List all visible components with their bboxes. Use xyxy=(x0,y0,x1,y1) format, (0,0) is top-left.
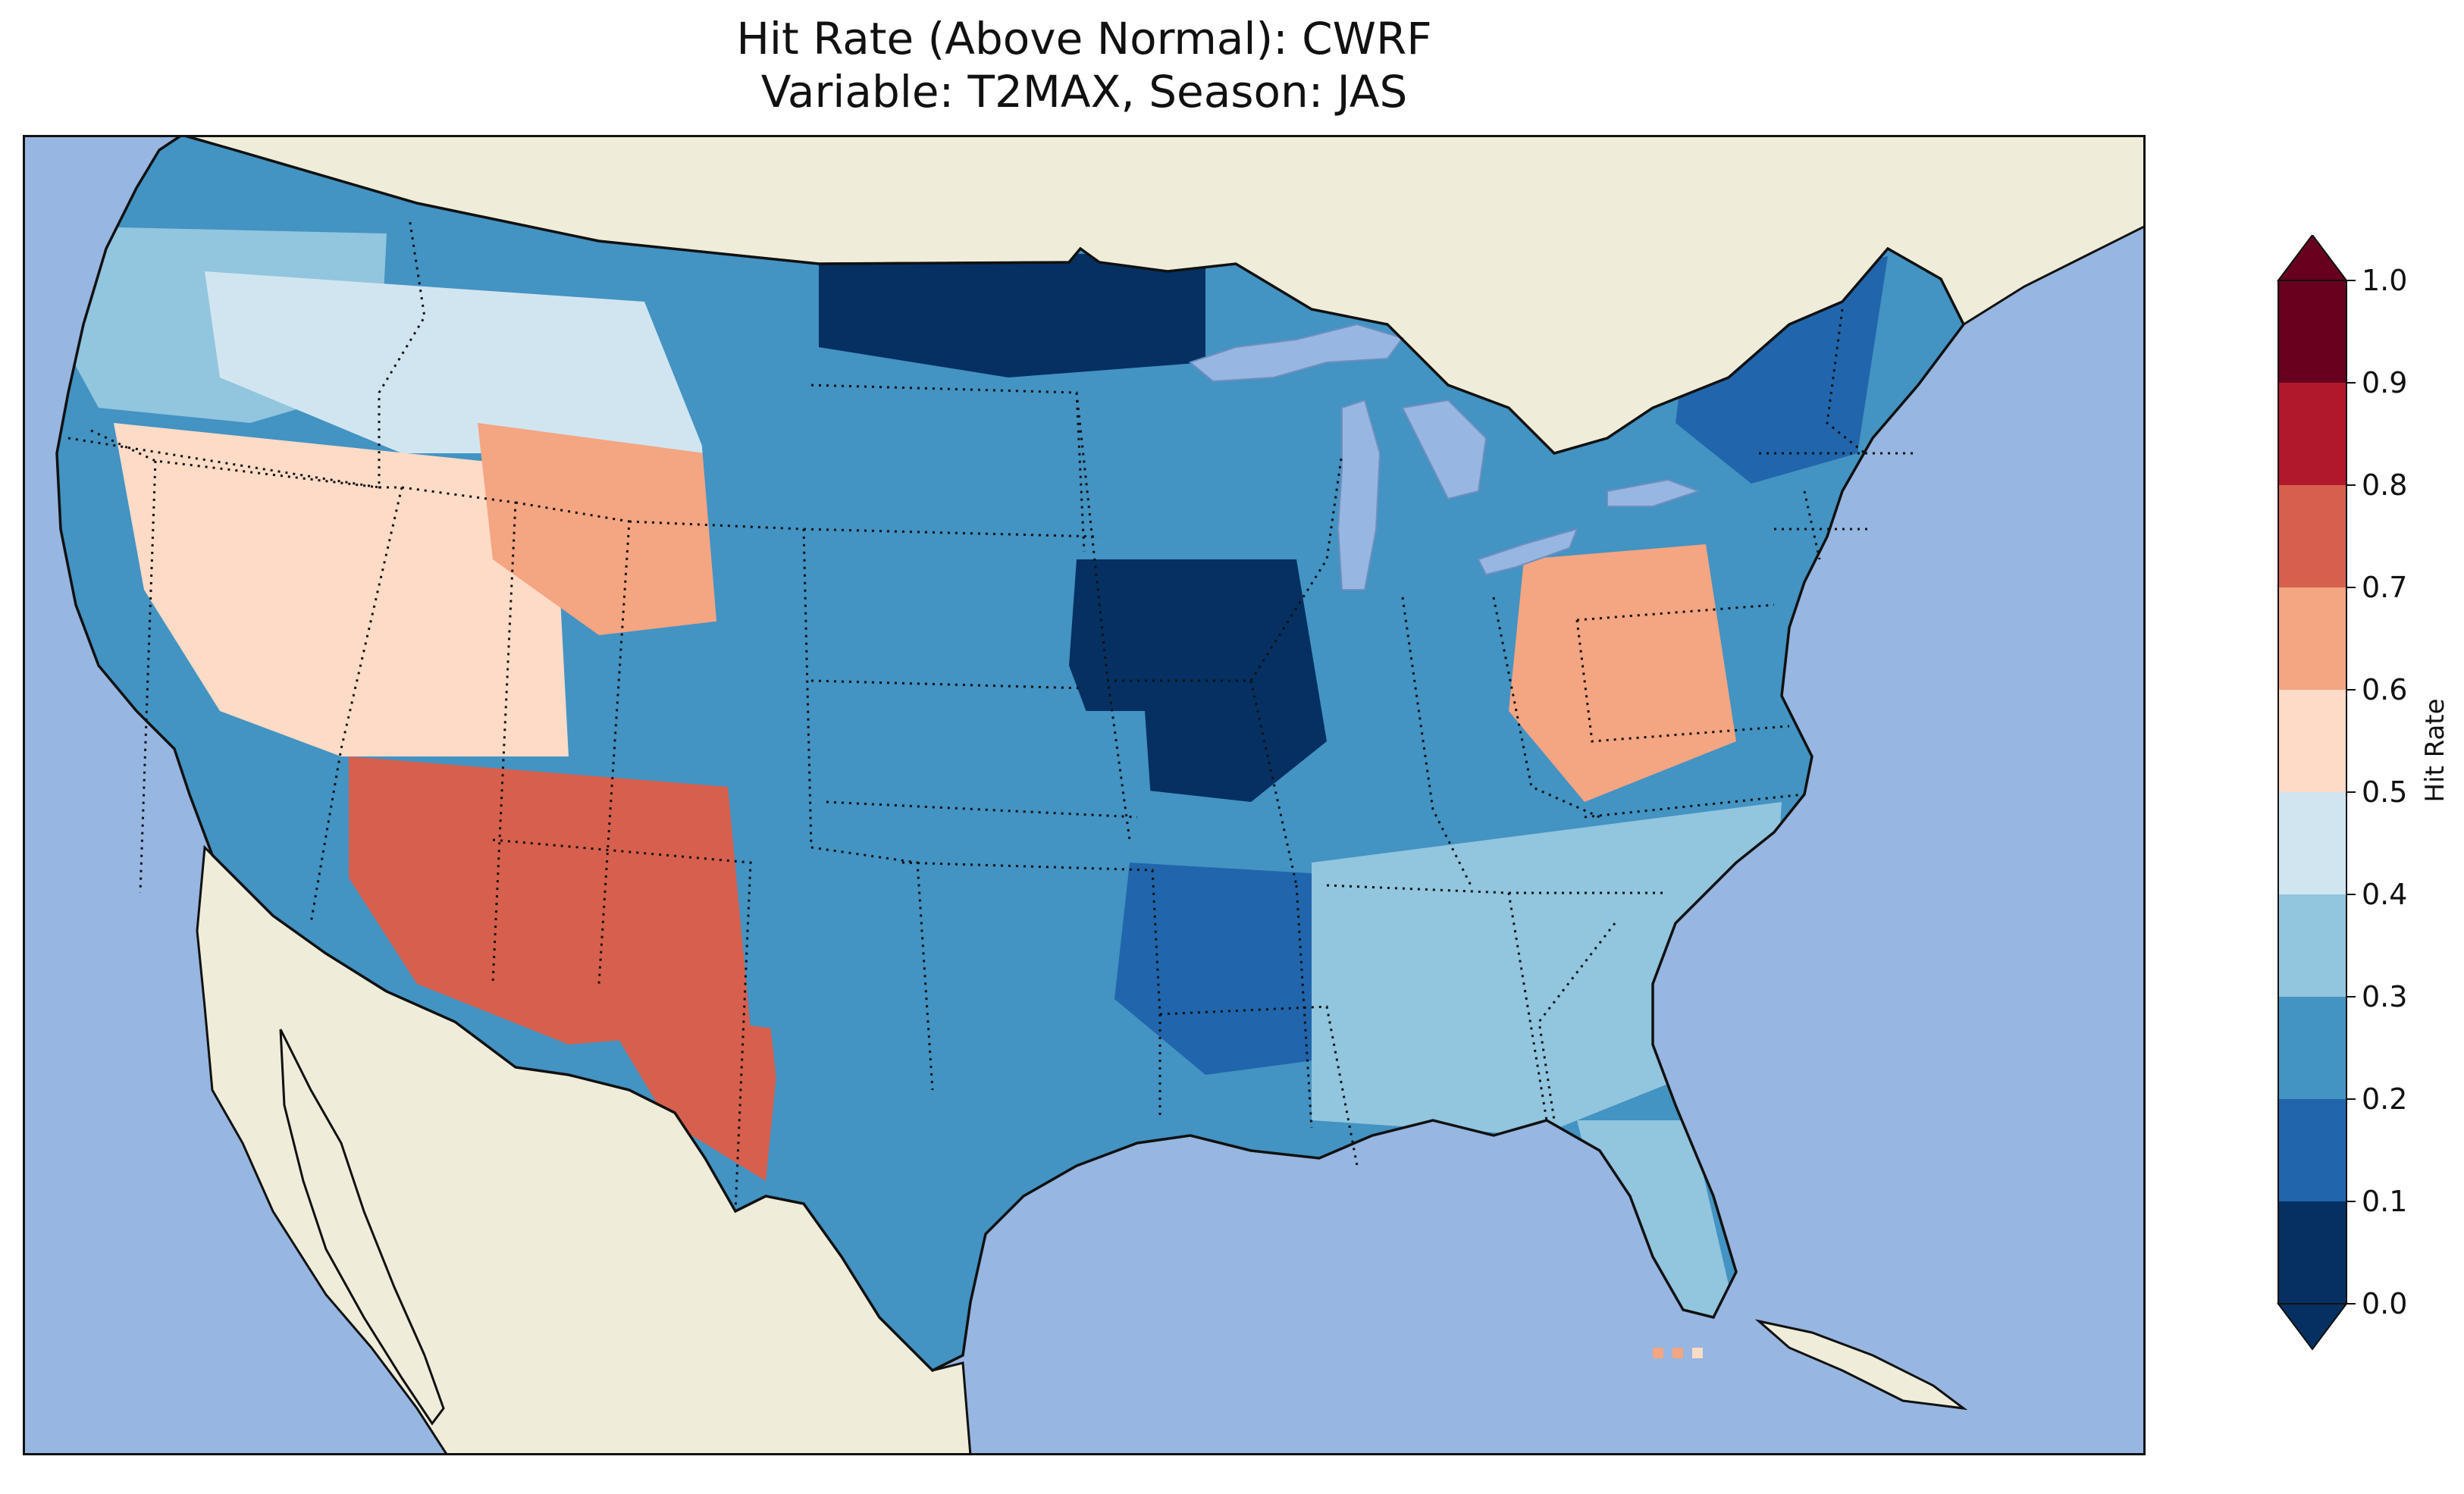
colorbar-segment xyxy=(2278,894,2346,997)
key-cell xyxy=(1653,1348,1663,1358)
chart-title-line2: Variable: T2MAX, Season: JAS xyxy=(760,66,1408,117)
florida-keys xyxy=(1653,1348,1703,1358)
region-northern-plains xyxy=(690,302,1114,681)
lake-michigan xyxy=(1337,399,1381,590)
colorbar-tick-label: 0.7 xyxy=(2362,571,2407,604)
lake-huron xyxy=(1401,399,1487,500)
lake-ontario xyxy=(1607,478,1701,507)
colorbar-svg: 0.0 0.1 0.2 0.3 0.4 0.5 0.6 0.7 0.8 0.9 1.0 Hit Ra… xyxy=(2277,233,2450,1351)
colorbar-segment xyxy=(2278,1099,2346,1201)
baja-peninsula xyxy=(279,1029,445,1426)
lake-erie xyxy=(1477,528,1578,576)
colorbar-tick-label: 0.2 xyxy=(2362,1082,2407,1116)
colorbar-segment xyxy=(2278,997,2346,1099)
key-cell xyxy=(1672,1348,1683,1358)
colorbar-segment xyxy=(2278,1201,2346,1304)
colorbar-tick-label: 0.0 xyxy=(2362,1287,2407,1320)
region-wyoming xyxy=(478,423,728,635)
key-cell xyxy=(1692,1348,1703,1358)
colorbar-segment xyxy=(2278,690,2346,792)
region-minnesota xyxy=(819,249,1205,377)
region-southern-plains xyxy=(735,711,1175,1234)
colorbar: 0.0 0.1 0.2 0.3 0.4 0.5 0.6 0.7 0.8 0.9 1.0 Hit Ra… xyxy=(2271,233,2453,1390)
map-canvas xyxy=(23,135,2146,1455)
region-southwest xyxy=(349,756,751,1045)
region-nevada-utah xyxy=(114,423,569,756)
state-borders xyxy=(67,218,1918,1212)
colorbar-tick-label: 0.8 xyxy=(2362,468,2407,502)
colorbar-segment xyxy=(2278,280,2346,383)
region-northern-rockies xyxy=(205,271,705,453)
colorbar-segment xyxy=(2278,792,2346,894)
map-panel xyxy=(23,135,2146,1455)
map-frame xyxy=(23,135,2146,1455)
colorbar-segment xyxy=(2278,383,2346,485)
lake-superior xyxy=(1188,323,1404,383)
cuba-island xyxy=(1754,1319,1968,1411)
colorbar-label: Hit Rate xyxy=(2420,698,2450,802)
colorbar-tick-label: 0.9 xyxy=(2362,366,2407,399)
colorbar-tick-label: 0.4 xyxy=(2362,878,2407,911)
colorbar-segment xyxy=(2278,587,2346,690)
colorbar-segment xyxy=(2278,485,2346,587)
colorbar-extend-min xyxy=(2277,1303,2348,1351)
chart-title-line1: Hit Rate (Above Normal): CWRF xyxy=(736,13,1432,64)
colorbar-tick-label: 1.0 xyxy=(2362,264,2407,297)
region-appalachians xyxy=(1509,544,1736,802)
colorbar-tick-label: 0.6 xyxy=(2362,673,2407,706)
colorbar-tick-label: 0.1 xyxy=(2362,1185,2407,1218)
region-florida xyxy=(1577,1120,1736,1333)
colorbar-tick-label: 0.5 xyxy=(2362,775,2407,809)
colorbar-extend-max xyxy=(2277,233,2348,281)
great-lakes xyxy=(1188,323,1701,590)
region-west-texas xyxy=(599,1007,781,1181)
colorbar-tick-label: 0.3 xyxy=(2362,980,2407,1013)
